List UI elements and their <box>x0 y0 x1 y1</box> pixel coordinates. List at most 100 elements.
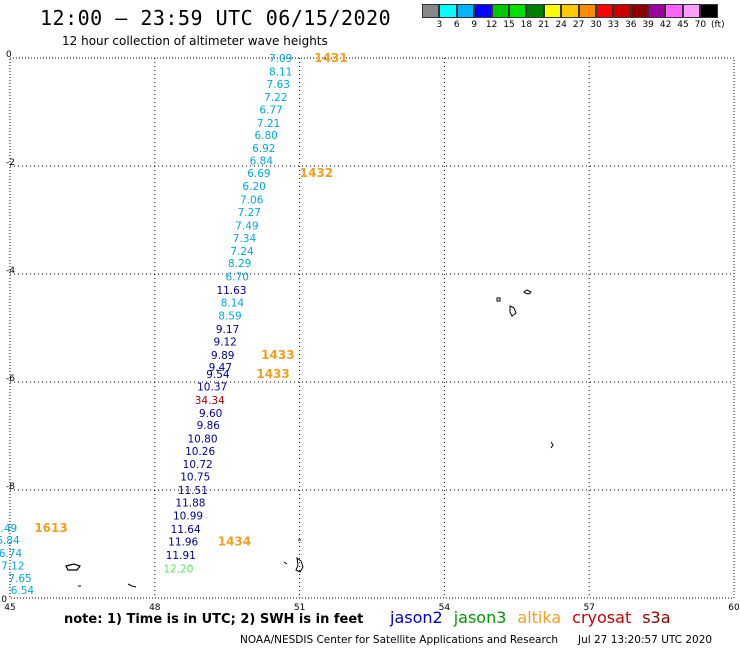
wave-height-label: 9.89 <box>211 350 234 362</box>
legend-swatch <box>474 4 492 18</box>
pass-time-label: 1434 <box>218 534 251 548</box>
wave-height-label: 6.54 <box>11 585 35 597</box>
pass-time-label: 1613 <box>34 521 67 535</box>
legend-swatch <box>491 4 509 18</box>
wave-height-label: 10.26 <box>185 446 215 458</box>
wave-height-label: 11.88 <box>175 497 205 509</box>
legend-tick-label: 24 <box>555 20 567 30</box>
wave-height-label: 6.74 <box>0 548 22 560</box>
satellite-jason3: jason3 <box>453 608 507 627</box>
legend-tick-label: 30 <box>590 20 602 30</box>
legend-tick-label: 18 <box>520 20 533 30</box>
map-frame <box>9 57 735 599</box>
legend-tick-label: 36 <box>625 20 637 30</box>
legend-tick-label: 3 <box>436 20 443 30</box>
wave-height-label: 7.09 <box>269 53 292 65</box>
legend-tick-label: 12 <box>485 20 498 30</box>
legend-tick-label: 45 <box>677 20 689 30</box>
legend-swatch <box>682 4 701 18</box>
legend-swatch <box>456 4 475 18</box>
y-tick-label: -4 <box>6 266 15 276</box>
y-tick-label: 0 <box>6 50 12 60</box>
legend-swatch <box>613 4 631 18</box>
satellite-s3a: s3a <box>642 608 671 627</box>
wave-height-label: 8.59 <box>218 311 241 323</box>
legend-swatch <box>422 4 440 18</box>
wave-height-label: 9.17 <box>216 324 239 336</box>
legend-tick-label: 27 <box>572 20 585 30</box>
legend-tick-label: 21 <box>538 20 550 30</box>
legend-swatch <box>508 4 527 18</box>
x-tick-label: 60 <box>728 603 740 613</box>
legend-tick-label: 70 <box>694 20 707 30</box>
wave-height-label: 10.75 <box>180 472 210 484</box>
legend-tick-label: 33 <box>607 20 620 30</box>
wave-height-label: 7.27 <box>238 207 261 219</box>
timestamp: Jul 27 13:20:57 UTC 2020 <box>578 634 713 646</box>
wave-height-label: 9.47 <box>209 362 232 374</box>
wave-height-label: 34.34 <box>195 395 225 407</box>
wave-height-label: 11.91 <box>166 550 196 562</box>
wave-height-label: 7.65 <box>8 573 31 585</box>
wave-height-label: 11.51 <box>178 485 208 497</box>
map-axes: 45 48 51 54 57 60 0 -2 -4 -6 -8 -10 <box>0 50 740 613</box>
wave-height-label: 7.06 <box>240 194 264 206</box>
pass-time-label: 1431 <box>314 51 347 65</box>
y-tick-label: -6 <box>6 374 15 384</box>
wave-height-label: 7.24 <box>230 246 254 258</box>
wave-height-label: 6.92 <box>252 143 275 155</box>
wave-height-label: 9.12 <box>213 337 236 349</box>
wave-height-label: 11.63 <box>216 285 246 297</box>
x-tick-label: 48 <box>149 603 161 613</box>
satellite-altika: altika <box>517 608 562 627</box>
legend-swatch <box>665 4 683 18</box>
map-grid <box>10 58 734 598</box>
y-tick-label: -10 <box>0 595 7 605</box>
wave-height-label: 7.34 <box>233 233 257 245</box>
wave-height-label: 10.99 <box>173 510 203 522</box>
wave-height-label: 6.20 <box>242 181 265 193</box>
wave-height-label: 7.21 <box>257 118 280 130</box>
x-tick-label: 45 <box>4 603 15 613</box>
legend-swatches <box>422 4 718 18</box>
footnote: note: 1) Time is in UTC; 2) SWH is in fe… <box>64 612 364 627</box>
island-outlines <box>65 289 554 588</box>
y-tick-label: -8 <box>6 482 15 492</box>
wave-height-label: 6.70 <box>226 272 249 284</box>
wave-height-label: 10.37 <box>197 381 227 393</box>
pass-time-label: 1432 <box>300 166 333 180</box>
wave-height-label: 8.11 <box>269 67 292 79</box>
legend-tick-label: 39 <box>642 20 654 30</box>
pass-time-labels: 1431 1432 1433 1433 1434 1613 <box>34 51 347 548</box>
legend-ticks: 3 6 9 12 15 18 21 24 27 30 33 36 39 42 45 70 (ft) <box>422 18 725 32</box>
wave-height-label: 8.29 <box>228 258 251 270</box>
wave-height-label: 11.96 <box>168 536 198 548</box>
wave-height-label: 12.20 <box>163 563 193 575</box>
wave-height-label: 6.77 <box>259 104 282 116</box>
legend-tick-label: (ft) <box>711 20 725 30</box>
legend-swatch <box>595 4 614 18</box>
pass-time-label: 1433 <box>261 348 294 362</box>
legend-tick-label: 15 <box>503 20 515 30</box>
wave-height-label: 10.80 <box>187 434 217 446</box>
legend-swatch <box>561 4 579 18</box>
legend-swatch <box>526 4 544 18</box>
satellite-legend: jason2 jason3 altika cryosat s3a <box>390 608 671 627</box>
wave-height-label: 6.84 <box>250 156 274 168</box>
wave-height-label: 11.64 <box>171 524 201 536</box>
legend-swatch <box>578 4 596 18</box>
color-legend: 3 6 9 12 15 18 21 24 27 30 33 36 39 42 45 70 (ft) <box>422 4 725 32</box>
legend-tick-label: 9 <box>471 20 478 30</box>
wave-height-label: 10.72 <box>183 459 213 471</box>
wave-height-label: 9.54 <box>206 369 230 381</box>
wave-height-label: 7.49 <box>0 523 17 535</box>
x-tick-label: 57 <box>583 603 594 613</box>
map-subtitle: 12 hour collection of altimeter wave hei… <box>62 34 328 48</box>
pass-time-label: 1433 <box>256 367 289 381</box>
wave-height-label: 6.80 <box>254 130 277 142</box>
legend-swatch <box>630 4 649 18</box>
wave-height-label: 6.69 <box>247 168 270 180</box>
satellite-cryosat: cryosat <box>572 608 632 627</box>
wave-height-label: 7.22 <box>264 92 287 104</box>
